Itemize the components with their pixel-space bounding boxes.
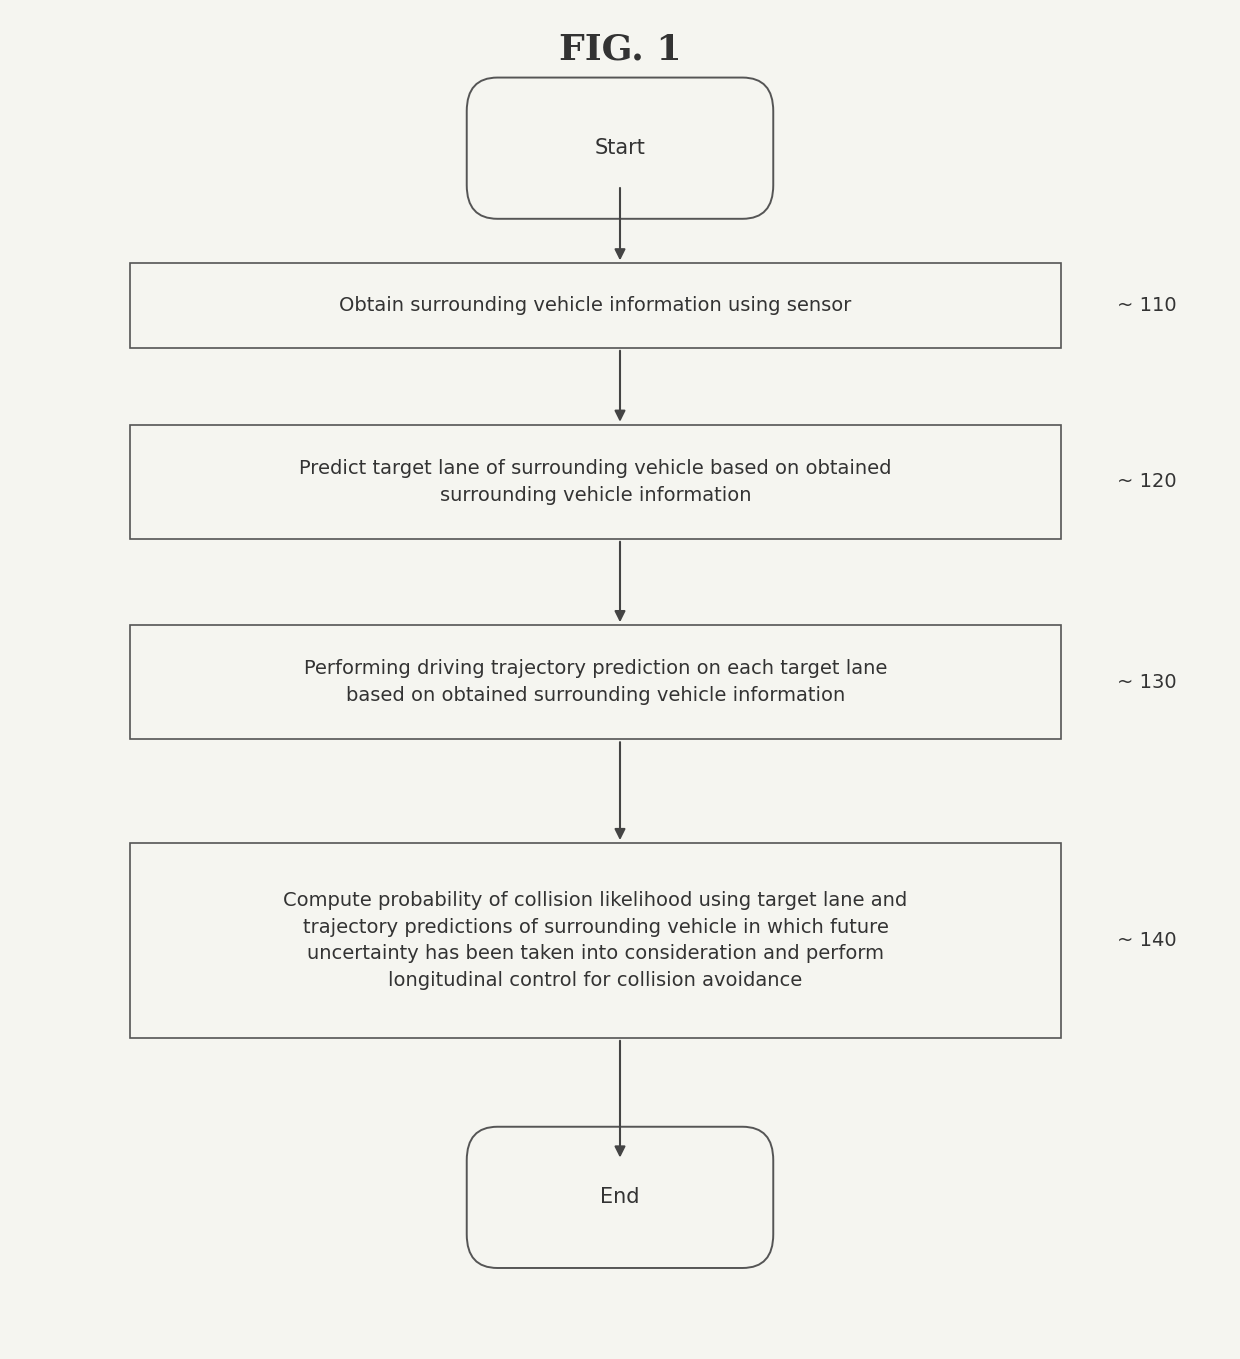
Text: FIG. 1: FIG. 1 bbox=[559, 33, 681, 67]
FancyBboxPatch shape bbox=[129, 264, 1061, 348]
Text: Obtain surrounding vehicle information using sensor: Obtain surrounding vehicle information u… bbox=[340, 296, 852, 315]
Text: End: End bbox=[600, 1188, 640, 1207]
Text: Compute probability of collision likelihood using target lane and
trajectory pre: Compute probability of collision likelih… bbox=[284, 892, 908, 989]
FancyBboxPatch shape bbox=[129, 424, 1061, 540]
Text: Start: Start bbox=[594, 139, 646, 158]
Text: Predict target lane of surrounding vehicle based on obtained
surrounding vehicle: Predict target lane of surrounding vehic… bbox=[299, 459, 892, 504]
Text: ~ 120: ~ 120 bbox=[1116, 473, 1177, 491]
Text: ~ 130: ~ 130 bbox=[1116, 673, 1177, 692]
FancyBboxPatch shape bbox=[466, 1127, 774, 1268]
Text: ~ 140: ~ 140 bbox=[1116, 931, 1177, 950]
Text: ~ 110: ~ 110 bbox=[1116, 296, 1177, 315]
Text: Performing driving trajectory prediction on each target lane
based on obtained s: Performing driving trajectory prediction… bbox=[304, 659, 887, 705]
FancyBboxPatch shape bbox=[466, 77, 774, 219]
FancyBboxPatch shape bbox=[129, 843, 1061, 1038]
FancyBboxPatch shape bbox=[129, 625, 1061, 739]
